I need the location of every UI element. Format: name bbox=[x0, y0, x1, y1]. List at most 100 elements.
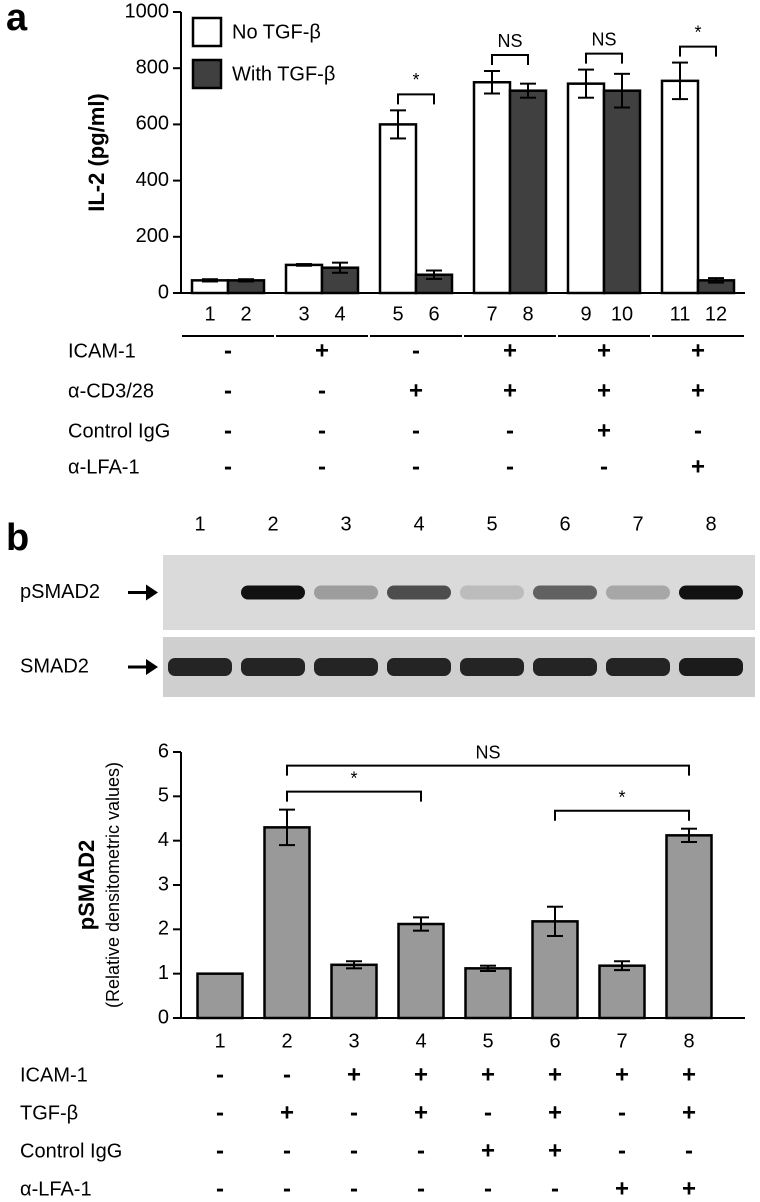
y-tick-label: 0 bbox=[158, 1006, 169, 1028]
comparison-bracket bbox=[286, 790, 422, 802]
x-tick-label: 2 bbox=[281, 1030, 292, 1052]
condition-sign: + bbox=[503, 337, 517, 364]
bar bbox=[284, 263, 324, 295]
significance-label: NS bbox=[497, 31, 522, 51]
condition-sign: + bbox=[409, 377, 423, 404]
significance-bracket bbox=[679, 45, 717, 57]
y-tick-label: 2 bbox=[158, 918, 169, 940]
x-tick-label: 1 bbox=[204, 303, 215, 325]
legend-label: No TGF-β bbox=[232, 21, 321, 43]
x-tick-label: 6 bbox=[549, 1030, 560, 1052]
blot-band bbox=[241, 585, 305, 600]
lane-label: 4 bbox=[413, 513, 424, 535]
condition-sign: - bbox=[417, 1175, 425, 1202]
condition-sign: - bbox=[283, 1175, 291, 1202]
bar bbox=[378, 123, 418, 295]
condition-sign: - bbox=[685, 1137, 693, 1164]
blot-band bbox=[606, 585, 670, 600]
blot-band bbox=[241, 658, 305, 676]
arrow-head bbox=[146, 659, 158, 675]
condition-sign: + bbox=[597, 417, 611, 444]
condition-sign: - bbox=[283, 1137, 291, 1164]
lane-label: 2 bbox=[267, 513, 278, 535]
condition-sign: - bbox=[224, 337, 232, 364]
blot-band bbox=[460, 658, 524, 676]
blot-row-label: SMAD2 bbox=[20, 655, 89, 677]
y-tick-label: 200 bbox=[136, 225, 169, 247]
condition-sign: - bbox=[216, 1061, 224, 1088]
lane-label: 5 bbox=[486, 513, 497, 535]
condition-sign: - bbox=[618, 1137, 626, 1164]
lane-label: 8 bbox=[705, 513, 716, 535]
bar bbox=[464, 967, 512, 1020]
condition-sign: + bbox=[682, 1061, 696, 1088]
condition-sign: + bbox=[548, 1061, 562, 1088]
x-tick-label: 6 bbox=[428, 303, 439, 325]
lane-label: 7 bbox=[632, 513, 643, 535]
blot-band bbox=[387, 585, 451, 600]
condition-sign: - bbox=[350, 1099, 358, 1126]
lane-label: 1 bbox=[194, 513, 205, 535]
x-tick-label: 7 bbox=[486, 303, 497, 325]
condition-sign: + bbox=[481, 1061, 495, 1088]
bar bbox=[397, 922, 445, 1020]
x-tick-label: 3 bbox=[298, 303, 309, 325]
condition-sign: + bbox=[615, 1175, 629, 1202]
condition-sign: + bbox=[347, 1061, 361, 1088]
bar bbox=[196, 972, 244, 1020]
condition-sign: + bbox=[615, 1061, 629, 1088]
condition-sign: - bbox=[618, 1099, 626, 1126]
bar bbox=[472, 81, 512, 295]
legend-swatch bbox=[191, 16, 223, 48]
condition-label: Control IgG bbox=[20, 1140, 122, 1162]
condition-sign: - bbox=[350, 1175, 358, 1202]
y-axis-sublabel: (Relative densitometric values) bbox=[103, 762, 123, 1008]
condition-sign: - bbox=[417, 1137, 425, 1164]
condition-label: α-LFA-1 bbox=[68, 456, 140, 478]
y-tick-label: 800 bbox=[136, 56, 169, 78]
x-tick-label: 7 bbox=[616, 1030, 627, 1052]
condition-sign: - bbox=[318, 377, 326, 404]
panel-label: b bbox=[6, 517, 29, 559]
condition-sign: + bbox=[315, 337, 329, 364]
blot-row-label: pSMAD2 bbox=[20, 581, 100, 603]
condition-sign: - bbox=[318, 417, 326, 444]
condition-sign: - bbox=[600, 453, 608, 480]
condition-sign: - bbox=[318, 453, 326, 480]
comparison-label: * bbox=[350, 768, 357, 788]
x-tick-label: 8 bbox=[683, 1030, 694, 1052]
significance-label: NS bbox=[591, 29, 616, 49]
condition-sign: + bbox=[481, 1137, 495, 1164]
x-tick-label: 5 bbox=[482, 1030, 493, 1052]
bar bbox=[598, 964, 646, 1020]
x-tick-label: 9 bbox=[580, 303, 591, 325]
significance-bracket bbox=[491, 54, 529, 66]
condition-sign: + bbox=[503, 377, 517, 404]
comparison-label: NS bbox=[475, 742, 500, 762]
condition-sign: - bbox=[224, 377, 232, 404]
x-tick-label: 8 bbox=[522, 303, 533, 325]
y-tick-label: 1 bbox=[158, 962, 169, 984]
x-tick-label: 10 bbox=[611, 303, 633, 325]
condition-sign: - bbox=[224, 453, 232, 480]
y-tick-label: 6 bbox=[158, 740, 169, 762]
condition-label: α-LFA-1 bbox=[20, 1178, 92, 1200]
condition-label: ICAM-1 bbox=[68, 340, 136, 362]
significance-label: * bbox=[412, 70, 419, 90]
condition-sign: - bbox=[412, 453, 420, 480]
x-tick-label: 5 bbox=[392, 303, 403, 325]
condition-sign: - bbox=[216, 1137, 224, 1164]
x-tick-label: 12 bbox=[705, 303, 727, 325]
y-tick-label: 4 bbox=[158, 829, 169, 851]
blot-band bbox=[168, 658, 232, 676]
condition-sign: + bbox=[682, 1175, 696, 1202]
y-axis-label: pSMAD2 bbox=[74, 840, 99, 930]
significance-bracket bbox=[397, 93, 435, 105]
condition-sign: - bbox=[506, 453, 514, 480]
condition-label: TGF-β bbox=[20, 1102, 78, 1124]
condition-sign: - bbox=[216, 1175, 224, 1202]
significance-bracket bbox=[585, 52, 623, 64]
significance-label: * bbox=[694, 22, 701, 42]
x-tick-label: 1 bbox=[214, 1030, 225, 1052]
blot-band bbox=[314, 585, 378, 600]
